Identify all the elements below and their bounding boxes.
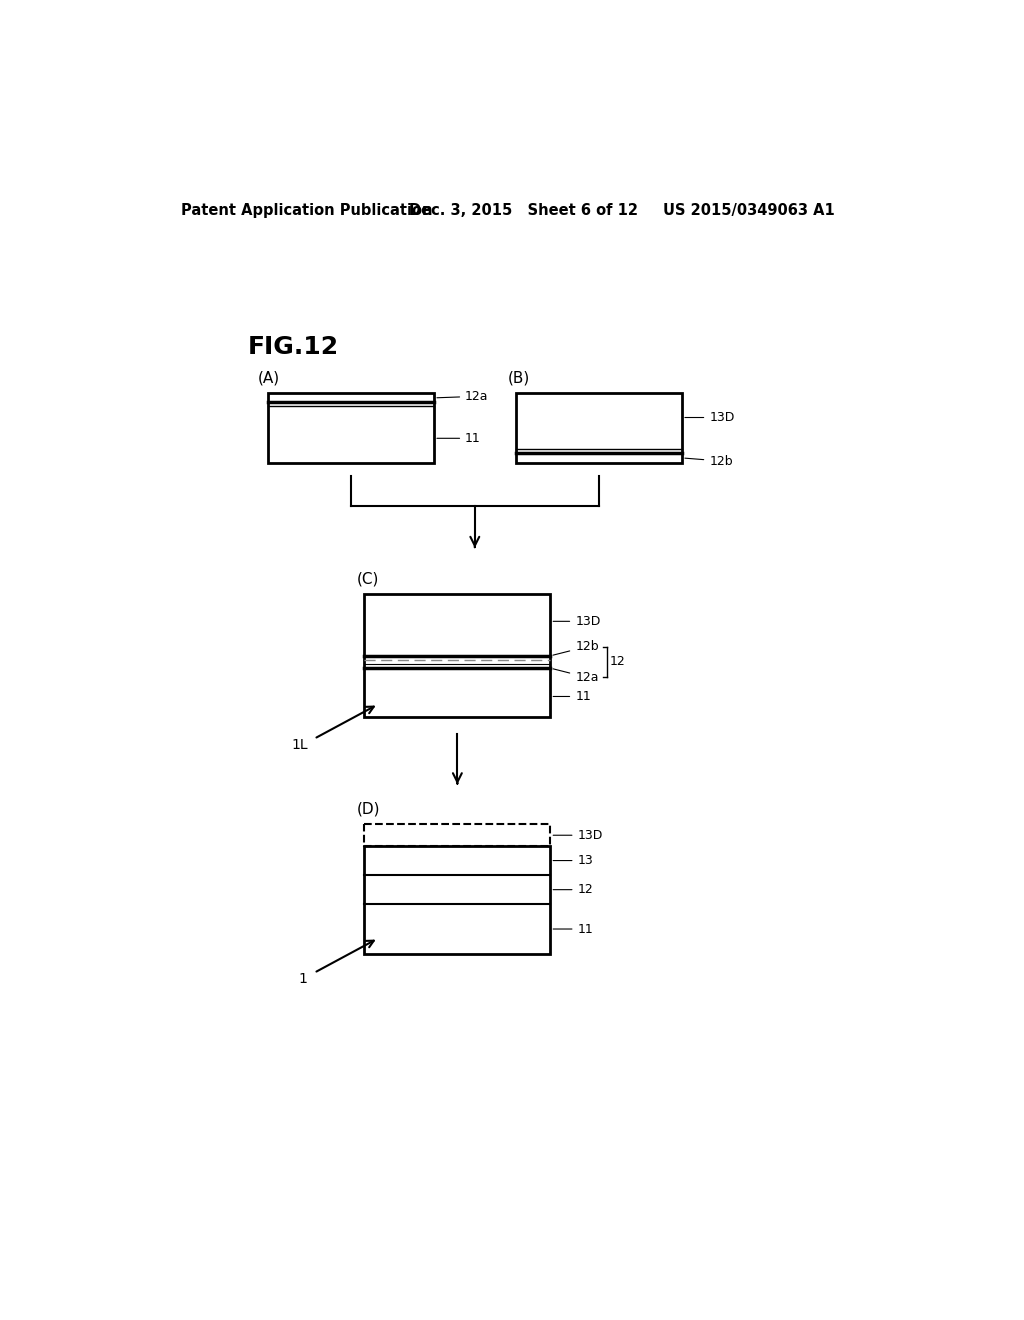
- Polygon shape: [515, 393, 682, 462]
- Text: 13D: 13D: [553, 615, 600, 628]
- Text: 11: 11: [553, 690, 591, 704]
- Text: 12a: 12a: [553, 669, 599, 684]
- Text: Dec. 3, 2015   Sheet 6 of 12: Dec. 3, 2015 Sheet 6 of 12: [409, 203, 638, 218]
- Text: 12: 12: [553, 883, 593, 896]
- Text: 12b: 12b: [685, 454, 733, 467]
- Text: (A): (A): [258, 370, 281, 385]
- Text: 11: 11: [553, 923, 593, 936]
- Text: FIG.12: FIG.12: [248, 335, 339, 359]
- Polygon shape: [267, 393, 434, 462]
- Text: 1L: 1L: [291, 738, 308, 752]
- Text: 11: 11: [437, 432, 481, 445]
- Text: (D): (D): [356, 801, 380, 816]
- Text: US 2015/0349063 A1: US 2015/0349063 A1: [663, 203, 835, 218]
- Text: 12b: 12b: [553, 640, 599, 655]
- Text: (C): (C): [356, 572, 379, 586]
- Polygon shape: [365, 594, 550, 718]
- Text: 13D: 13D: [553, 829, 603, 842]
- Text: 13D: 13D: [685, 411, 734, 424]
- Polygon shape: [365, 846, 550, 954]
- Text: 12a: 12a: [437, 389, 488, 403]
- Text: (B): (B): [508, 370, 530, 385]
- Text: 12: 12: [610, 656, 626, 668]
- Text: 1: 1: [299, 972, 308, 986]
- Text: 13: 13: [553, 854, 593, 867]
- Text: Patent Application Publication: Patent Application Publication: [180, 203, 432, 218]
